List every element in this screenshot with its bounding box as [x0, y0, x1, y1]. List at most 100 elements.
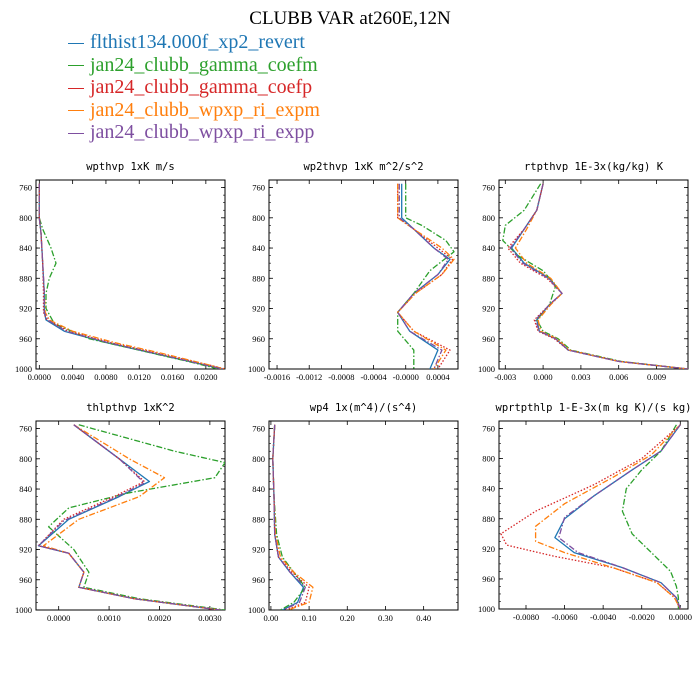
xtick-label: 0.0000 [28, 372, 51, 382]
series-line-orange [272, 424, 314, 610]
xtick-label: 0.0030 [198, 613, 221, 623]
ytick-label: 1000 [15, 605, 32, 615]
series-line-red [507, 183, 688, 369]
xtick-label: -0.0012 [296, 372, 322, 382]
xtick-label: -0.0016 [264, 372, 290, 382]
xtick-label: -0.003 [494, 372, 516, 382]
panel-title-5: wprtpthlp 1-E-3x(m kg K)/(s kg) [496, 402, 692, 414]
ytick-label: 800 [19, 454, 32, 464]
xtick-label: -0.0060 [551, 612, 577, 622]
ytick-label: 880 [19, 514, 32, 524]
ytick-label: 960 [19, 575, 32, 585]
ytick-label: 960 [252, 575, 265, 585]
series-line-green [47, 424, 225, 610]
xtick-label: -0.0008 [328, 372, 354, 382]
series-line-purple [37, 424, 221, 610]
ytick-label: 960 [252, 334, 265, 344]
ytick-label: 880 [482, 514, 495, 524]
series-line-red [500, 424, 681, 609]
series-line-green [621, 424, 680, 609]
series-line-blue [510, 183, 688, 369]
legend-item-0: flthist134.000f_xp2_revert [68, 31, 320, 54]
panel-2: rtpthvp 1E-3x(kg/kg) K 760 800 840 880 920 960… [478, 161, 689, 382]
ytick-label: 800 [482, 213, 495, 223]
series-line-purple [558, 424, 681, 609]
ytick-label: 880 [19, 273, 32, 283]
ytick-label: 760 [482, 424, 495, 434]
xtick-label: 0.0160 [161, 372, 184, 382]
legend: flthist134.000f_xp2_revert jan24_clubb_g… [68, 31, 320, 144]
panel-title-4: wp4 1x(m^4)/(s^4) [310, 402, 417, 414]
ytick-label: 760 [252, 424, 265, 434]
xtick-label: -0.0000 [393, 372, 419, 382]
legend-item-3: jan24_clubb_wpxp_ri_expm [68, 99, 320, 122]
legend-swatch-1 [68, 65, 84, 67]
series-line-purple [272, 424, 306, 610]
xtick-label: 0.10 [302, 613, 317, 623]
series-line-blue [272, 424, 305, 610]
panel-1: wp2thvp 1xK m^2/s^2 760 800 840 880 920 960 100… [248, 161, 459, 382]
panel-3: thlpthvp 1xK^2 760 800 840 880 920 960 1000 0.00… [15, 402, 226, 623]
ytick-label: 800 [482, 454, 495, 464]
ytick-label: 760 [19, 183, 32, 193]
series-line-purple [509, 183, 688, 369]
xtick-label: 0.00 [263, 613, 278, 623]
xtick-label: -0.0080 [513, 612, 539, 622]
xtick-label: 0.0000 [669, 612, 692, 622]
series-line-green [38, 183, 219, 369]
xtick-label: 0.0000 [47, 613, 70, 623]
xtick-label: 0.000 [534, 372, 553, 382]
xtick-label: -0.0020 [629, 612, 655, 622]
legend-label-1: jan24_clubb_gamma_coefm [90, 53, 318, 76]
ytick-label: 960 [19, 334, 32, 344]
series-line-red [38, 183, 225, 369]
ytick-label: 800 [252, 213, 265, 223]
xtick-label: 0.0200 [194, 372, 217, 382]
xtick-label: 0.20 [340, 613, 355, 623]
ytick-label: 840 [252, 484, 265, 494]
ytick-label: 920 [482, 544, 495, 554]
series-line-orange [534, 424, 681, 609]
ytick-label: 840 [19, 484, 32, 494]
panel-frame-1 [268, 179, 459, 370]
ytick-label: 920 [19, 304, 32, 314]
ytick-label: 800 [252, 454, 265, 464]
legend-label-3: jan24_clubb_wpxp_ri_expm [90, 98, 320, 121]
legend-item-2: jan24_clubb_gamma_coefp [68, 76, 320, 99]
series-line-red [37, 424, 221, 610]
ytick-label: 960 [482, 334, 495, 344]
ytick-label: 760 [19, 424, 32, 434]
panel-title-1: wp2thvp 1xK m^2/s^2 [303, 161, 423, 173]
ytick-label: 920 [482, 304, 495, 314]
ytick-label: 920 [252, 304, 265, 314]
panel-5: wprtpthlp 1-E-3x(m kg K)/(s kg)760 800 840… [478, 402, 692, 622]
series-line-purple [397, 183, 449, 369]
panel-frame-3 [35, 420, 226, 611]
ytick-label: 1000 [478, 364, 495, 374]
ytick-label: 800 [19, 213, 32, 223]
legend-item-4: jan24_clubb_wpxp_ri_expp [68, 121, 320, 144]
series-line-green [502, 183, 688, 369]
series-line-orange [38, 183, 225, 369]
xtick-label: 0.009 [647, 372, 666, 382]
xtick-label: 0.0080 [94, 372, 117, 382]
ytick-label: 880 [252, 514, 265, 524]
xtick-label: 0.0040 [61, 372, 84, 382]
ytick-label: 840 [482, 484, 495, 494]
series-line-red [272, 424, 310, 610]
xtick-label: 0.40 [416, 613, 431, 623]
xtick-label: 0.0004 [426, 372, 450, 382]
series-line-purple [38, 183, 223, 369]
panel-0: wpthvp 1xK m/s76080084088092096010000.00… [15, 161, 226, 382]
figure-title: CLUBB VAR at260E,12N [249, 8, 451, 29]
legend-item-1: jan24_clubb_gamma_coefm [68, 54, 320, 77]
ytick-label: 1000 [248, 364, 265, 374]
xtick-label: 0.006 [609, 372, 628, 382]
panel-frame-4 [268, 420, 459, 611]
legend-label-4: jan24_clubb_wpxp_ri_expp [90, 121, 315, 144]
legend-swatch-0 [68, 42, 84, 44]
xtick-label: -0.0040 [590, 612, 616, 622]
ytick-label: 960 [482, 574, 495, 584]
ytick-label: 840 [482, 243, 495, 253]
